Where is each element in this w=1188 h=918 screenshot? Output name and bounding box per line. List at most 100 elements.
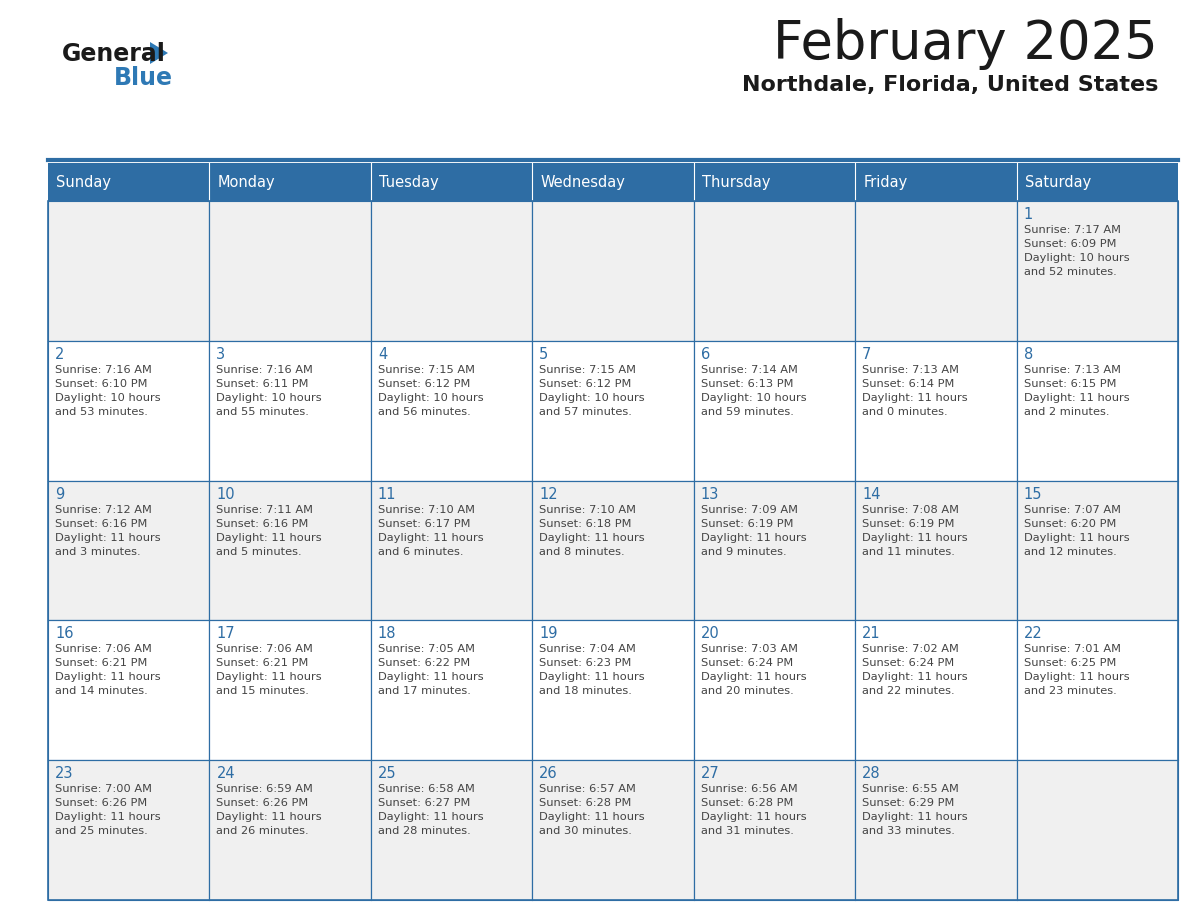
Text: Sunrise: 7:01 AM: Sunrise: 7:01 AM	[1024, 644, 1120, 655]
Text: Sunrise: 6:56 AM: Sunrise: 6:56 AM	[701, 784, 797, 794]
Text: and 56 minutes.: and 56 minutes.	[378, 407, 470, 417]
Bar	[209, 481, 371, 621]
Text: Daylight: 11 hours: Daylight: 11 hours	[701, 672, 807, 682]
Text: Daylight: 11 hours: Daylight: 11 hours	[539, 672, 645, 682]
Text: Sunset: 6:16 PM: Sunset: 6:16 PM	[216, 519, 309, 529]
Text: Tuesday: Tuesday	[379, 174, 438, 189]
Bar	[48, 481, 209, 621]
Text: Sunset: 6:12 PM: Sunset: 6:12 PM	[378, 379, 470, 389]
Bar	[209, 341, 371, 481]
Text: Sunrise: 7:09 AM: Sunrise: 7:09 AM	[701, 505, 797, 515]
Bar	[1017, 341, 1178, 481]
Text: Sunset: 6:17 PM: Sunset: 6:17 PM	[378, 519, 470, 529]
Text: Daylight: 10 hours: Daylight: 10 hours	[539, 393, 645, 403]
Text: Sunset: 6:24 PM: Sunset: 6:24 PM	[701, 658, 792, 668]
Bar	[532, 163, 694, 201]
Bar	[532, 481, 694, 621]
Bar	[48, 341, 209, 481]
Text: 28: 28	[862, 767, 880, 781]
Text: Sunset: 6:19 PM: Sunset: 6:19 PM	[862, 519, 955, 529]
Text: and 5 minutes.: and 5 minutes.	[216, 546, 302, 556]
Text: Sunrise: 7:10 AM: Sunrise: 7:10 AM	[378, 505, 475, 515]
Text: Thursday: Thursday	[702, 174, 770, 189]
Text: 23: 23	[55, 767, 74, 781]
Text: and 8 minutes.: and 8 minutes.	[539, 546, 625, 556]
Text: 25: 25	[378, 767, 397, 781]
Text: Sunset: 6:24 PM: Sunset: 6:24 PM	[862, 658, 954, 668]
Text: 26: 26	[539, 767, 558, 781]
Text: Daylight: 11 hours: Daylight: 11 hours	[1024, 393, 1130, 403]
Text: Sunset: 6:21 PM: Sunset: 6:21 PM	[216, 658, 309, 668]
Text: Sunrise: 7:13 AM: Sunrise: 7:13 AM	[862, 364, 959, 375]
Text: February 2025: February 2025	[773, 18, 1158, 70]
Text: and 59 minutes.: and 59 minutes.	[701, 407, 794, 417]
Text: Sunrise: 7:08 AM: Sunrise: 7:08 AM	[862, 505, 959, 515]
Text: Daylight: 11 hours: Daylight: 11 hours	[55, 672, 160, 682]
Bar	[371, 481, 532, 621]
Text: Sunset: 6:09 PM: Sunset: 6:09 PM	[1024, 239, 1116, 249]
Text: 13: 13	[701, 487, 719, 501]
Text: and 57 minutes.: and 57 minutes.	[539, 407, 632, 417]
Text: Daylight: 11 hours: Daylight: 11 hours	[378, 672, 484, 682]
Text: Sunrise: 6:59 AM: Sunrise: 6:59 AM	[216, 784, 314, 794]
Text: 12: 12	[539, 487, 558, 501]
Text: Sunset: 6:25 PM: Sunset: 6:25 PM	[1024, 658, 1116, 668]
Text: Sunrise: 6:58 AM: Sunrise: 6:58 AM	[378, 784, 475, 794]
Bar	[209, 201, 371, 341]
Text: and 9 minutes.: and 9 minutes.	[701, 546, 786, 556]
Bar	[48, 201, 209, 341]
Text: and 12 minutes.: and 12 minutes.	[1024, 546, 1117, 556]
Text: Sunset: 6:19 PM: Sunset: 6:19 PM	[701, 519, 794, 529]
Text: Sunset: 6:23 PM: Sunset: 6:23 PM	[539, 658, 632, 668]
Text: Sunrise: 7:00 AM: Sunrise: 7:00 AM	[55, 784, 152, 794]
Text: and 6 minutes.: and 6 minutes.	[378, 546, 463, 556]
Text: Daylight: 11 hours: Daylight: 11 hours	[539, 532, 645, 543]
Text: Sunrise: 7:05 AM: Sunrise: 7:05 AM	[378, 644, 475, 655]
Text: Sunset: 6:15 PM: Sunset: 6:15 PM	[1024, 379, 1116, 389]
Bar	[371, 341, 532, 481]
Bar	[694, 201, 855, 341]
Text: and 20 minutes.: and 20 minutes.	[701, 687, 794, 697]
Bar	[209, 621, 371, 760]
Text: 2: 2	[55, 347, 64, 362]
Text: and 26 minutes.: and 26 minutes.	[216, 826, 309, 836]
Text: Sunrise: 6:57 AM: Sunrise: 6:57 AM	[539, 784, 636, 794]
Text: Sunrise: 6:55 AM: Sunrise: 6:55 AM	[862, 784, 959, 794]
Text: 7: 7	[862, 347, 872, 362]
Bar	[371, 163, 532, 201]
Text: Sunset: 6:26 PM: Sunset: 6:26 PM	[216, 798, 309, 808]
Bar	[532, 760, 694, 900]
Bar	[371, 760, 532, 900]
Text: Sunset: 6:13 PM: Sunset: 6:13 PM	[701, 379, 794, 389]
Text: and 31 minutes.: and 31 minutes.	[701, 826, 794, 836]
Bar	[855, 341, 1017, 481]
Text: Sunset: 6:22 PM: Sunset: 6:22 PM	[378, 658, 470, 668]
Text: 22: 22	[1024, 626, 1042, 642]
Text: Daylight: 11 hours: Daylight: 11 hours	[55, 812, 160, 823]
Text: Daylight: 11 hours: Daylight: 11 hours	[701, 532, 807, 543]
Text: Sunday: Sunday	[56, 174, 110, 189]
Text: 1: 1	[1024, 207, 1032, 222]
Text: Daylight: 11 hours: Daylight: 11 hours	[862, 532, 968, 543]
Text: and 22 minutes.: and 22 minutes.	[862, 687, 955, 697]
Polygon shape	[150, 42, 168, 64]
Bar	[48, 760, 209, 900]
Text: 4: 4	[378, 347, 387, 362]
Text: Daylight: 10 hours: Daylight: 10 hours	[701, 393, 807, 403]
Text: 5: 5	[539, 347, 549, 362]
Text: Daylight: 10 hours: Daylight: 10 hours	[1024, 253, 1130, 263]
Text: Sunset: 6:29 PM: Sunset: 6:29 PM	[862, 798, 954, 808]
Text: Sunrise: 7:12 AM: Sunrise: 7:12 AM	[55, 505, 152, 515]
Text: and 55 minutes.: and 55 minutes.	[216, 407, 309, 417]
Text: and 23 minutes.: and 23 minutes.	[1024, 687, 1117, 697]
Text: Sunset: 6:27 PM: Sunset: 6:27 PM	[378, 798, 470, 808]
Bar	[371, 201, 532, 341]
Text: Daylight: 11 hours: Daylight: 11 hours	[55, 532, 160, 543]
Text: Sunset: 6:26 PM: Sunset: 6:26 PM	[55, 798, 147, 808]
Text: 11: 11	[378, 487, 397, 501]
Text: 21: 21	[862, 626, 880, 642]
Text: and 3 minutes.: and 3 minutes.	[55, 546, 140, 556]
Text: Sunset: 6:11 PM: Sunset: 6:11 PM	[216, 379, 309, 389]
Text: Saturday: Saturday	[1024, 174, 1091, 189]
Text: 14: 14	[862, 487, 880, 501]
